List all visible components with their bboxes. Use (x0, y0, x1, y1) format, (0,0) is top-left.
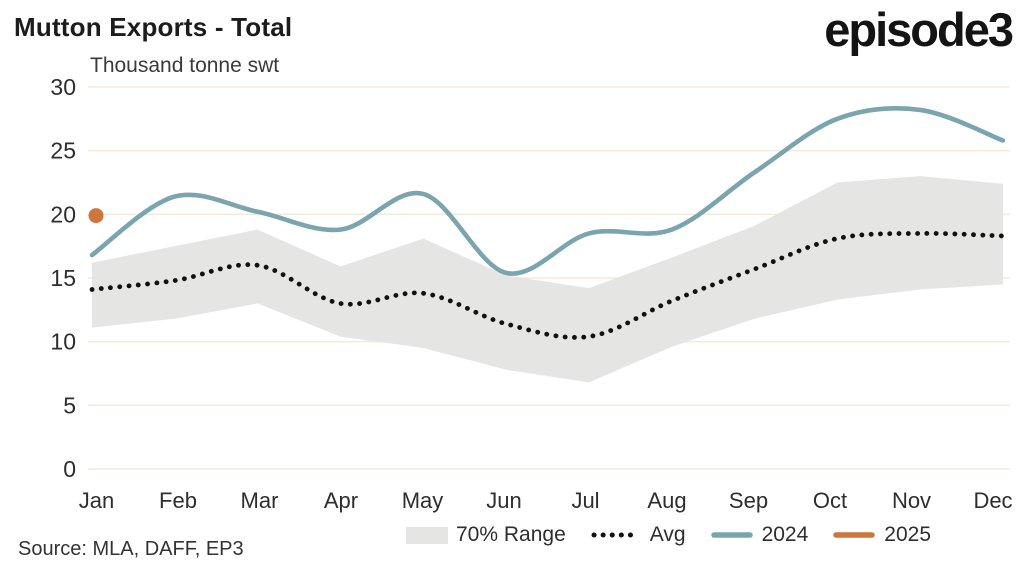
source-text: Source: MLA, DAFF, EP3 (18, 538, 244, 560)
x-tick-label-dec: Dec (973, 488, 1012, 513)
episode3-logo: episode3 (824, 3, 1014, 56)
x-tick-label-aug: Aug (647, 488, 686, 513)
legend-item-2024: 2024 (710, 523, 809, 547)
series-2025-point (88, 208, 104, 224)
x-tick-label-nov: Nov (892, 488, 931, 513)
y-tick-label-20: 20 (50, 201, 76, 227)
y-tick-label-15: 15 (50, 265, 76, 291)
legend-label: 2024 (761, 523, 809, 546)
page-title: Mutton Exports - Total (14, 12, 293, 42)
band-70pct-range (92, 176, 1003, 383)
x-tick-label-oct: Oct (813, 488, 847, 513)
x-tick-label-jan: Jan (79, 488, 114, 513)
x-tick-label-apr: Apr (324, 488, 358, 513)
y-tick-label-10: 10 (50, 329, 76, 355)
y-axis-unit-label: Thousand tonne swt (90, 54, 280, 77)
x-tick-label-jun: Jun (486, 488, 521, 513)
y-tick-label-25: 25 (50, 138, 76, 164)
band-swatch-icon (406, 526, 448, 544)
x-tick-label-may: May (402, 488, 444, 513)
x-tick-label-sep: Sep (729, 488, 768, 513)
orange-line-swatch-icon (833, 532, 876, 538)
legend-item-2025: 2025 (832, 523, 931, 547)
y-tick-label-5: 5 (63, 392, 76, 418)
teal-line-swatch-icon (710, 532, 753, 538)
x-tick-label-jul: Jul (571, 488, 599, 513)
legend-item-avg: Avg (590, 523, 686, 547)
avg-dotted-line (89, 230, 1006, 340)
x-tick-label-mar: Mar (241, 488, 279, 513)
series-2024-line (89, 105, 1006, 276)
x-tick-label-feb: Feb (159, 488, 197, 513)
legend-label: 70% Range (456, 523, 566, 546)
y-tick-label-30: 30 (50, 74, 76, 100)
legend-label: 2025 (884, 523, 931, 546)
y-tick-label-0: 0 (63, 456, 76, 482)
legend-item-70-range: 70% Range (406, 523, 566, 547)
chart-legend: 70% Range Avg 2024 2025 (406, 519, 931, 551)
legend-label: Avg (649, 523, 686, 546)
dotted-swatch-icon (591, 532, 641, 538)
